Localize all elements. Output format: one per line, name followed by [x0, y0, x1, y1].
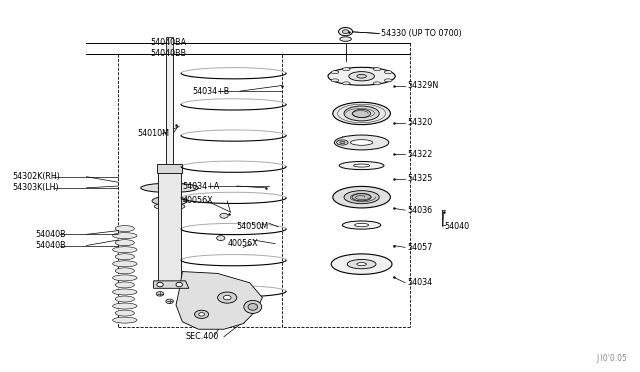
Text: 54322: 54322: [407, 150, 433, 159]
Ellipse shape: [332, 254, 392, 275]
Ellipse shape: [352, 193, 371, 201]
Ellipse shape: [340, 141, 345, 144]
Ellipse shape: [331, 79, 339, 82]
Ellipse shape: [115, 282, 134, 288]
Ellipse shape: [223, 295, 231, 300]
Text: 54320: 54320: [407, 118, 432, 127]
Text: 54040B: 54040B: [35, 241, 66, 250]
Ellipse shape: [195, 310, 209, 318]
Ellipse shape: [220, 213, 228, 218]
Polygon shape: [176, 272, 262, 329]
Ellipse shape: [339, 28, 353, 36]
Ellipse shape: [244, 301, 262, 313]
Ellipse shape: [218, 292, 237, 303]
Ellipse shape: [331, 71, 339, 74]
Text: 54034+B: 54034+B: [192, 87, 229, 96]
Bar: [166, 37, 173, 54]
Ellipse shape: [113, 247, 137, 253]
Ellipse shape: [357, 74, 367, 78]
Bar: [166, 52, 173, 193]
Ellipse shape: [158, 186, 181, 190]
Text: 40056X: 40056X: [227, 239, 258, 248]
Text: SEC.400: SEC.400: [186, 332, 219, 341]
Text: 54034: 54034: [407, 278, 432, 287]
Ellipse shape: [333, 102, 390, 125]
Text: 54036: 54036: [407, 206, 432, 215]
Ellipse shape: [115, 296, 134, 302]
Ellipse shape: [216, 236, 225, 241]
Ellipse shape: [344, 191, 379, 204]
Text: 40056X: 40056X: [182, 196, 213, 205]
Ellipse shape: [113, 275, 137, 281]
Ellipse shape: [373, 68, 381, 71]
Ellipse shape: [344, 106, 379, 121]
Ellipse shape: [342, 30, 349, 33]
Ellipse shape: [342, 82, 350, 85]
Ellipse shape: [166, 299, 173, 304]
Ellipse shape: [334, 135, 388, 150]
Ellipse shape: [152, 196, 188, 205]
Ellipse shape: [385, 71, 392, 74]
Text: 54040BA: 54040BA: [150, 38, 186, 47]
Ellipse shape: [141, 183, 198, 193]
Ellipse shape: [113, 303, 137, 309]
Ellipse shape: [113, 232, 137, 238]
Ellipse shape: [115, 225, 134, 232]
Text: 54050M: 54050M: [237, 222, 269, 231]
Ellipse shape: [113, 261, 137, 267]
Ellipse shape: [157, 282, 163, 287]
Ellipse shape: [115, 254, 134, 260]
Text: 54302K(RH): 54302K(RH): [13, 172, 61, 181]
Ellipse shape: [342, 68, 350, 71]
Text: 54040: 54040: [445, 222, 470, 231]
Ellipse shape: [385, 79, 392, 82]
Polygon shape: [154, 281, 189, 288]
Text: 54057: 54057: [407, 243, 433, 252]
Text: 54330 (UP TO 0700): 54330 (UP TO 0700): [381, 29, 461, 38]
Ellipse shape: [357, 263, 367, 266]
Ellipse shape: [373, 82, 381, 85]
Text: 54010M: 54010M: [138, 129, 170, 138]
Ellipse shape: [347, 260, 376, 269]
Bar: [157, 164, 182, 173]
Text: 54034+A: 54034+A: [182, 182, 220, 190]
Ellipse shape: [176, 282, 182, 287]
Ellipse shape: [248, 304, 258, 310]
Ellipse shape: [113, 317, 137, 323]
Ellipse shape: [353, 164, 370, 167]
Ellipse shape: [328, 67, 396, 85]
Text: 54303K(LH): 54303K(LH): [13, 183, 60, 192]
Ellipse shape: [198, 312, 205, 316]
Text: J I0'0.05: J I0'0.05: [596, 354, 627, 363]
Ellipse shape: [333, 186, 390, 208]
Ellipse shape: [115, 240, 134, 246]
Ellipse shape: [340, 37, 351, 41]
Text: 54325: 54325: [407, 174, 433, 183]
Ellipse shape: [355, 223, 369, 227]
Ellipse shape: [113, 289, 137, 295]
Text: 54329N: 54329N: [407, 81, 438, 90]
Ellipse shape: [115, 268, 134, 274]
Ellipse shape: [154, 203, 185, 210]
Ellipse shape: [156, 292, 164, 296]
Ellipse shape: [349, 72, 374, 81]
Ellipse shape: [115, 310, 134, 316]
Ellipse shape: [337, 140, 348, 145]
Ellipse shape: [342, 221, 381, 229]
Ellipse shape: [339, 161, 384, 170]
Ellipse shape: [353, 109, 371, 118]
Text: 54040BB: 54040BB: [150, 49, 186, 58]
Text: 54040B: 54040B: [35, 230, 66, 239]
Ellipse shape: [351, 140, 372, 145]
Bar: [158, 171, 181, 283]
